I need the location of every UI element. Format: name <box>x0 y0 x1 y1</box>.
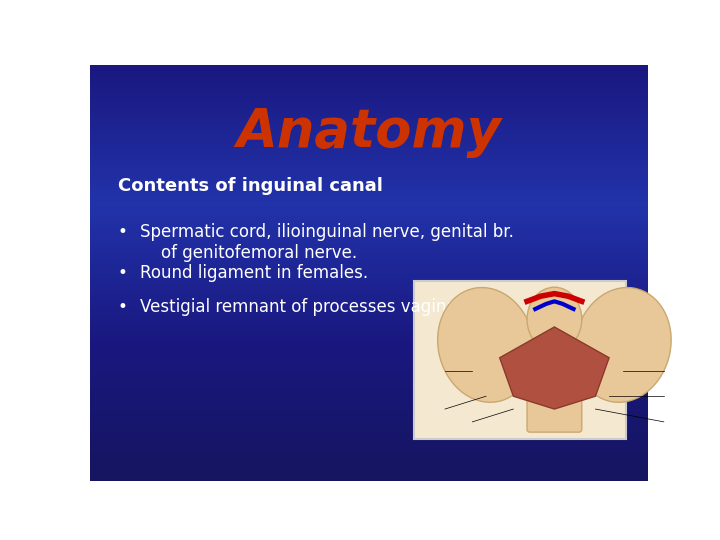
FancyBboxPatch shape <box>527 396 582 432</box>
Text: Contents of inguinal canal: Contents of inguinal canal <box>118 177 383 195</box>
Text: Spermatic cord, ilioinguinal nerve, genital br.
    of genitofemoral nerve.: Spermatic cord, ilioinguinal nerve, geni… <box>140 223 514 261</box>
FancyBboxPatch shape <box>413 281 626 439</box>
Text: Round ligament in females.: Round ligament in females. <box>140 265 369 282</box>
Text: Anatomy: Anatomy <box>237 106 501 158</box>
Text: •: • <box>118 265 127 282</box>
Text: •: • <box>118 223 127 241</box>
Text: Vestigial remnant of processes vaginalis.: Vestigial remnant of processes vaginalis… <box>140 298 480 316</box>
Text: •: • <box>118 298 127 316</box>
Ellipse shape <box>527 287 582 352</box>
Ellipse shape <box>438 288 534 402</box>
Ellipse shape <box>575 288 671 402</box>
Polygon shape <box>500 327 609 409</box>
